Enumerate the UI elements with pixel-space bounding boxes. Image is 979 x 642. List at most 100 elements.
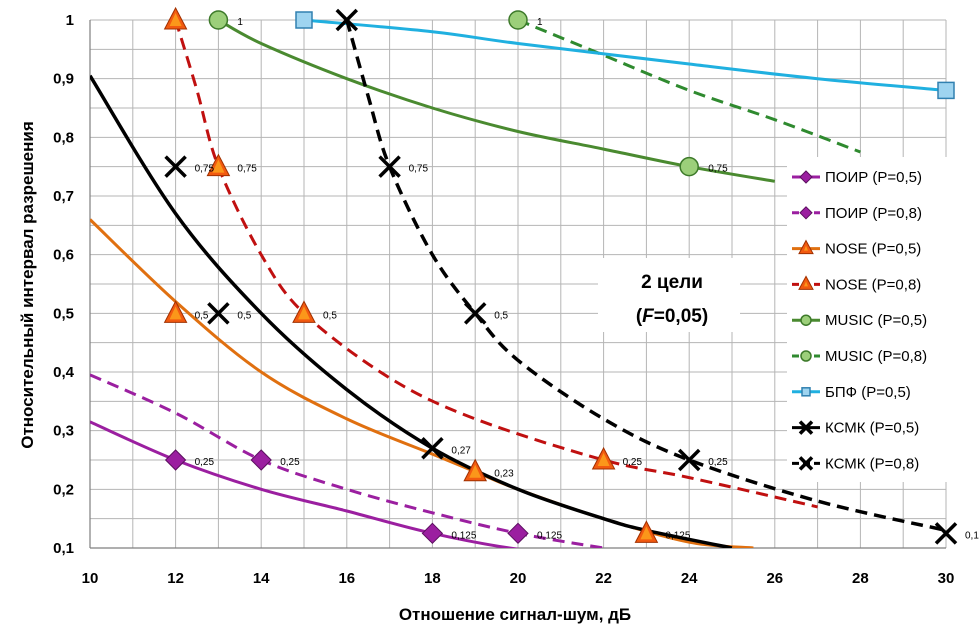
legend-label: БПФ (P=0,5) bbox=[825, 384, 911, 401]
data-label: 1 bbox=[237, 17, 243, 28]
legend: ПОИР (P=0,5) ПОИР (P=0,8) NOSE (P=0,5) NOSE… bbox=[787, 157, 977, 482]
legend-label: КСМК (P=0,5) bbox=[825, 420, 919, 437]
x-tick-label: 14 bbox=[253, 570, 270, 587]
legend-label: NOSE (P=0,8) bbox=[825, 276, 921, 293]
circle-marker bbox=[800, 314, 812, 326]
plot-area: 0,25 0,125 0,25 0,125 0,23 0,75 0,5 0,5 0,25 0,12… bbox=[90, 6, 979, 548]
x-marker bbox=[421, 437, 444, 460]
x-marker-stroke bbox=[798, 456, 814, 471]
triangle-highlight bbox=[597, 453, 610, 466]
x-marker-stroke bbox=[207, 302, 230, 325]
data-label: 0,25 bbox=[195, 457, 215, 468]
x-marker bbox=[164, 155, 187, 178]
diamond-marker bbox=[799, 206, 813, 220]
y-tick-label: 0,8 bbox=[53, 129, 74, 146]
annotation-line-2: (F=0,05) bbox=[636, 306, 708, 327]
x-tick-label: 12 bbox=[167, 570, 184, 587]
series-markers bbox=[163, 6, 958, 545]
data-label: 0,125 bbox=[537, 530, 562, 541]
legend-label: КСМК (P=0,8) bbox=[825, 455, 919, 472]
legend-label: ПОИР (P=0,5) bbox=[825, 169, 922, 186]
x-marker-stroke bbox=[798, 420, 814, 435]
x-tick-label: 24 bbox=[681, 570, 698, 587]
legend-label: ПОИР (P=0,8) bbox=[825, 205, 922, 222]
x-marker bbox=[463, 302, 487, 325]
y-tick-label: 0,4 bbox=[53, 364, 75, 381]
x-marker-stroke bbox=[677, 448, 701, 472]
data-label: 0,125 bbox=[665, 530, 690, 541]
data-label: 0,5 bbox=[237, 310, 251, 321]
data-label: 0,5 bbox=[195, 310, 209, 321]
x-marker-stroke bbox=[335, 8, 359, 32]
series-line-5 bbox=[517, 18, 861, 154]
y-tick-label: 0,5 bbox=[53, 305, 74, 322]
data-label: 0,27 bbox=[451, 445, 471, 456]
triangle-highlight bbox=[169, 13, 182, 26]
x-tick-label: 22 bbox=[595, 570, 612, 587]
diamond-marker bbox=[507, 522, 529, 545]
x-tick-label: 18 bbox=[424, 570, 441, 587]
legend-label: NOSE (P=0,5) bbox=[825, 241, 921, 258]
x-marker-stroke bbox=[463, 302, 487, 325]
x-marker-stroke bbox=[164, 155, 187, 178]
circle-marker bbox=[800, 350, 812, 362]
annotation-f: F bbox=[642, 306, 655, 327]
y-tick-label: 0,7 bbox=[53, 188, 74, 205]
annotation-line-1: 2 цели bbox=[641, 272, 703, 293]
series-line-8 bbox=[345, 19, 947, 533]
data-labels: 0,25 0,125 0,25 0,125 0,23 0,75 0,5 0,5 0,25 0,12… bbox=[195, 17, 979, 541]
x-marker bbox=[207, 302, 230, 325]
x-marker bbox=[378, 155, 401, 178]
annotation-box bbox=[598, 258, 740, 332]
square-marker bbox=[937, 81, 955, 100]
diamond-marker bbox=[250, 449, 272, 471]
series-line-6 bbox=[303, 18, 947, 92]
triangle-highlight bbox=[640, 526, 653, 540]
data-label: 1 bbox=[537, 17, 543, 28]
y-axis-label: Относительный интервал разрешения bbox=[18, 121, 37, 449]
x-tick-label: 10 bbox=[82, 570, 99, 587]
triangle-highlight bbox=[298, 306, 310, 320]
x-marker-stroke bbox=[421, 437, 444, 460]
x-marker bbox=[934, 522, 958, 545]
x-marker-stroke bbox=[934, 522, 958, 545]
diamond-marker bbox=[799, 170, 813, 184]
x-tick-label: 30 bbox=[938, 570, 955, 587]
annotation: 2 цели (F=0,05) bbox=[598, 258, 740, 332]
x-axis-label: Отношение сигнал-шум, дБ bbox=[399, 605, 631, 624]
circle-marker bbox=[208, 10, 229, 30]
x-marker bbox=[335, 8, 359, 32]
triangle-highlight bbox=[169, 306, 182, 320]
triangle-highlight bbox=[804, 245, 808, 251]
data-label: 0,75 bbox=[195, 164, 215, 175]
circle-marker bbox=[679, 156, 699, 177]
x-tick-label: 28 bbox=[852, 570, 869, 587]
annotation-paren: ( bbox=[636, 306, 643, 327]
x-tick-label: 26 bbox=[766, 570, 783, 587]
triangle-highlight bbox=[212, 159, 225, 173]
data-label: 0,75 bbox=[409, 164, 429, 175]
diamond-marker bbox=[164, 449, 187, 471]
square-marker bbox=[295, 11, 313, 29]
data-label: 0,75 bbox=[237, 164, 257, 175]
data-label: 0,5 bbox=[323, 310, 337, 321]
data-label: 0,5 bbox=[494, 310, 508, 321]
y-tick-label: 1 bbox=[66, 12, 74, 29]
x-tick-label: 16 bbox=[338, 570, 355, 587]
series-line-7 bbox=[90, 74, 733, 548]
circle-marker bbox=[508, 10, 528, 30]
data-label: 0,125 bbox=[965, 530, 979, 541]
x-marker bbox=[798, 420, 814, 435]
x-marker bbox=[798, 456, 814, 471]
triangle-highlight bbox=[804, 281, 808, 287]
x-marker-stroke bbox=[378, 155, 401, 178]
annotation-value: =0,05) bbox=[654, 306, 708, 327]
diamond-marker bbox=[421, 522, 444, 545]
data-label: 0,23 bbox=[494, 469, 514, 480]
data-label: 0,25 bbox=[708, 457, 728, 468]
data-label: 0,25 bbox=[623, 457, 643, 468]
tick-labels: 10 12 14 16 18 20 22 24 26 28 30 0,1 0,2 0,3 0,4 0,5 0,6… bbox=[53, 12, 954, 587]
data-label: 0,75 bbox=[708, 164, 728, 175]
y-tick-label: 0,6 bbox=[53, 247, 74, 264]
